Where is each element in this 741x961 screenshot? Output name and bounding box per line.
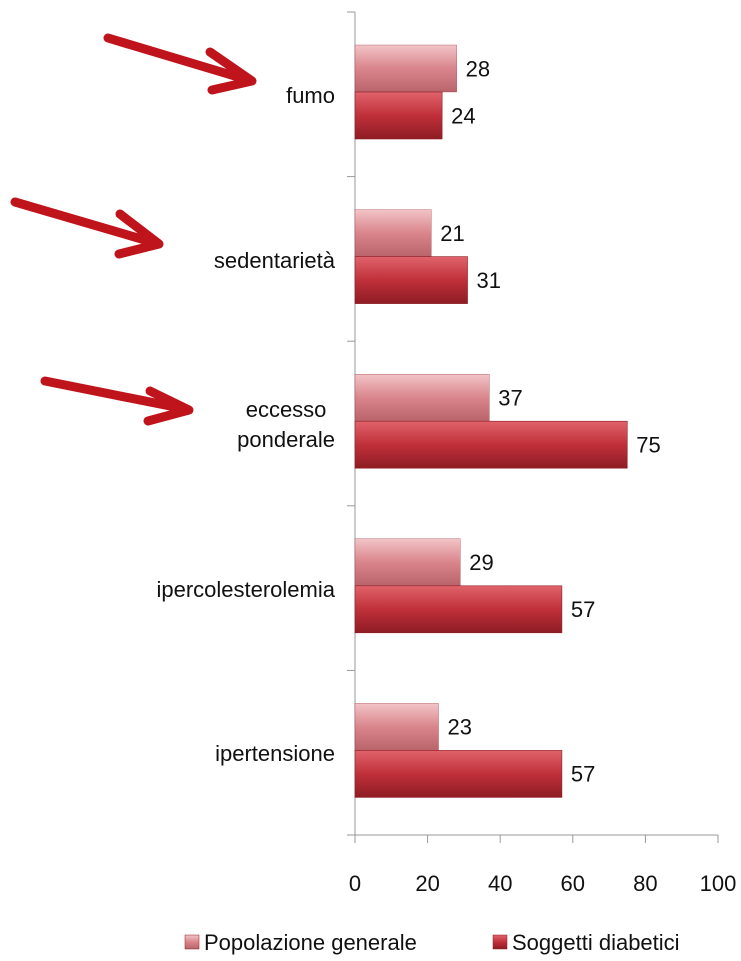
category-label: sedentarietà	[213, 247, 335, 273]
bar	[354, 750, 563, 798]
legend-label: Popolazione generale	[204, 930, 417, 955]
legend-swatch	[492, 934, 508, 950]
arrow	[103, 33, 253, 85]
x-tick-label: 40	[488, 871, 512, 896]
arrow	[10, 197, 160, 248]
bar	[354, 585, 563, 634]
arrow-head	[205, 47, 257, 95]
category-label: ipertensione	[215, 741, 335, 767]
value-label: 28	[466, 56, 490, 81]
x-tick-label: 80	[633, 871, 657, 896]
value-label: 24	[451, 103, 475, 128]
value-label: 21	[440, 221, 464, 246]
arrows	[10, 33, 257, 426]
arrow-head	[143, 386, 194, 426]
value-label: 23	[447, 715, 471, 740]
x-tick-label: 0	[349, 871, 361, 896]
category-label: eccesso ponderale	[237, 397, 336, 453]
bar	[354, 703, 439, 751]
value-label: 57	[571, 597, 595, 622]
bar	[354, 209, 432, 257]
value-label: 31	[477, 268, 501, 293]
value-label: 75	[636, 433, 660, 458]
bar	[354, 374, 490, 422]
value-label: 37	[498, 386, 522, 411]
legend-label: Soggetti diabetici	[512, 930, 680, 955]
bar	[354, 538, 461, 586]
bar	[354, 91, 443, 140]
value-label: 57	[571, 762, 595, 787]
value-label: 29	[469, 550, 493, 575]
category-label: ipercolesterolemia	[156, 576, 335, 602]
bar	[354, 420, 628, 469]
x-tick-label: 60	[561, 871, 585, 896]
legend-swatch	[184, 934, 200, 950]
category-label: fumo	[286, 83, 335, 108]
x-tick-label: 100	[700, 871, 737, 896]
arrow-head	[114, 209, 164, 259]
x-tick-label: 20	[415, 871, 439, 896]
bar	[354, 256, 468, 304]
arrow	[40, 376, 190, 414]
bar	[354, 44, 457, 93]
